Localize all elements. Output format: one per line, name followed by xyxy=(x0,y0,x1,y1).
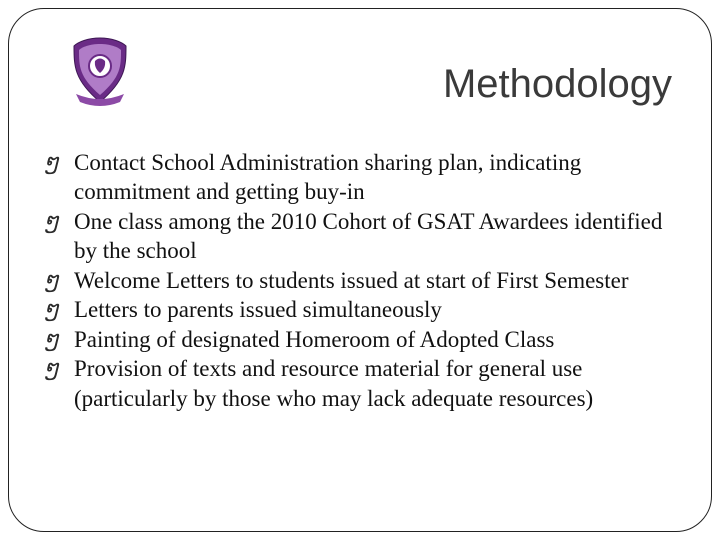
list-item: ໆ Letters to parents issued simultaneous… xyxy=(44,295,680,324)
bullet-icon: ໆ xyxy=(44,266,59,294)
list-item: ໆ Welcome Letters to students issued at … xyxy=(44,266,680,295)
list-item: ໆ Painting of designated Homeroom of Ado… xyxy=(44,325,680,354)
slide: Methodology ໆ Contact School Administrat… xyxy=(0,0,720,540)
content-area: ໆ Contact School Administration sharing … xyxy=(44,148,680,413)
bullet-text: Contact School Administration sharing pl… xyxy=(74,150,581,204)
bullet-text: Provision of texts and resource material… xyxy=(74,356,593,410)
list-item: ໆ Provision of texts and resource materi… xyxy=(44,354,680,413)
bullet-text: Painting of designated Homeroom of Adopt… xyxy=(74,327,554,352)
bullet-icon: ໆ xyxy=(44,207,59,235)
list-item: ໆ Contact School Administration sharing … xyxy=(44,148,680,207)
list-item: ໆ One class among the 2010 Cohort of GSA… xyxy=(44,207,680,266)
crest-logo xyxy=(68,36,132,106)
bullet-icon: ໆ xyxy=(44,148,59,176)
bullet-list: ໆ Contact School Administration sharing … xyxy=(44,148,680,413)
bullet-text: Letters to parents issued simultaneously xyxy=(74,297,442,322)
slide-title: Methodology xyxy=(443,62,672,107)
bullet-icon: ໆ xyxy=(44,295,59,323)
bullet-text: Welcome Letters to students issued at st… xyxy=(74,268,629,293)
bullet-icon: ໆ xyxy=(44,325,59,353)
bullet-text: One class among the 2010 Cohort of GSAT … xyxy=(74,209,662,263)
bullet-icon: ໆ xyxy=(44,354,59,382)
